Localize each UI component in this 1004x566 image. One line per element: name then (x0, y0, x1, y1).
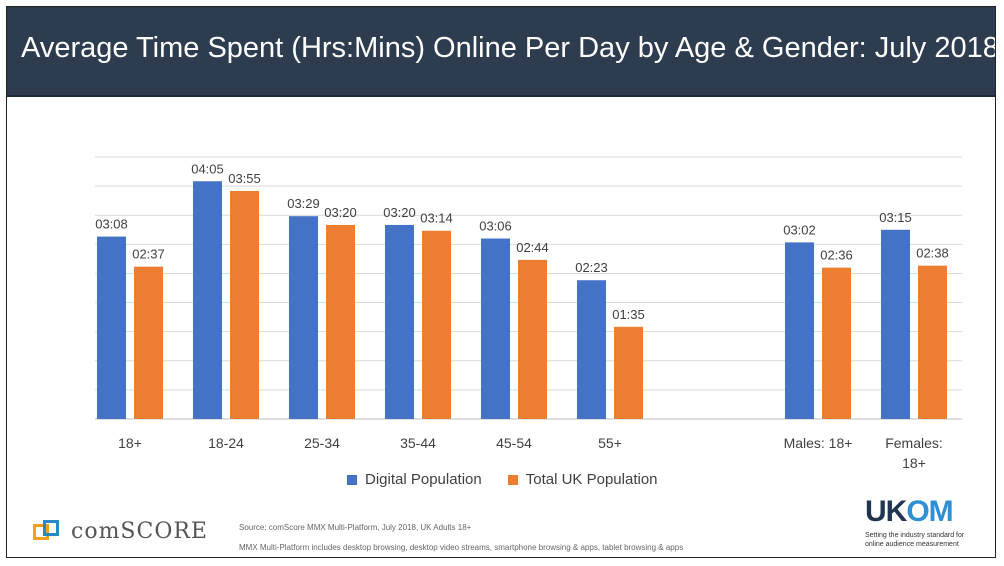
page-title: Average Time Spent (Hrs:Mins) Online Per… (21, 32, 996, 64)
data-label-digital-4: 03:06 (479, 219, 512, 234)
bar-digital-0[interactable] (97, 236, 126, 419)
data-label-digital-3: 03:20 (383, 205, 416, 220)
methodology-note: MMX Multi-Platform includes desktop brow… (239, 543, 684, 552)
comscore-logo: comSCORE (33, 519, 208, 544)
comscore-logo-icon (33, 519, 63, 544)
bar-total-1[interactable] (230, 190, 259, 419)
bar-total-6[interactable] (822, 267, 851, 419)
title-bar: Average Time Spent (Hrs:Mins) Online Per… (7, 7, 995, 97)
bar-digital-2[interactable] (289, 216, 318, 419)
bar-total-2[interactable] (326, 224, 355, 419)
bar-digital-4[interactable] (481, 238, 510, 419)
data-label-total-7: 02:38 (916, 246, 949, 261)
data-label-total-2: 03:20 (324, 205, 357, 220)
data-label-total-6: 02:36 (820, 248, 853, 263)
category-label-7: Females: (885, 435, 943, 451)
ukom-tagline: Setting the industry standard for online… (865, 532, 965, 548)
legend-swatch-digital (347, 474, 357, 485)
data-label-total-3: 03:14 (420, 211, 453, 226)
data-label-total-5: 01:35 (612, 307, 645, 322)
data-label-total-0: 02:37 (132, 247, 165, 262)
data-label-digital-5: 02:23 (575, 260, 608, 275)
bar-total-7[interactable] (918, 265, 947, 419)
ukom-logo: UKOM Setting the industry standard for o… (865, 497, 985, 549)
category-label-4: 45-54 (496, 435, 532, 451)
chart-legend: Digital Population Total UK Population (347, 471, 658, 488)
bar-digital-3[interactable] (385, 224, 414, 419)
category-label-3: 35-44 (400, 435, 436, 451)
category-label-5: 55+ (598, 435, 622, 451)
bar-total-3[interactable] (422, 230, 451, 419)
comscore-logo-text: comSCORE (71, 519, 208, 544)
data-label-digital-0: 03:08 (95, 217, 128, 232)
category-label-6: Males: 18+ (784, 435, 853, 451)
bar-total-5[interactable] (614, 326, 643, 419)
legend-item-total[interactable]: Total UK Population (507, 471, 658, 488)
slide-frame: Average Time Spent (Hrs:Mins) Online Per… (6, 6, 996, 558)
ukom-logo-text: UKOM (865, 495, 954, 528)
bar-digital-5[interactable] (577, 280, 606, 419)
data-label-digital-1: 04:05 (191, 161, 224, 176)
data-label-total-1: 03:55 (228, 171, 261, 186)
legend-swatch-total (507, 474, 518, 485)
legend-item-digital[interactable]: Digital Population (347, 471, 482, 488)
bar-digital-7[interactable] (881, 229, 910, 419)
category-label-0: 18+ (118, 435, 142, 451)
bar-digital-1[interactable] (193, 181, 222, 419)
data-label-digital-6: 03:02 (783, 222, 816, 237)
data-label-digital-2: 03:29 (287, 196, 320, 211)
bar-chart: 03:08 02:37 18+ 04:05 03:55 18-24 03:29 03:20 25… (95, 156, 962, 471)
category-label-1: 18-24 (208, 435, 244, 451)
category-label-2: 25-34 (304, 435, 340, 451)
source-note: Source: comScore MMX Multi-Platform, Jul… (239, 523, 472, 532)
data-label-digital-7: 03:15 (879, 210, 912, 225)
bar-total-4[interactable] (518, 259, 547, 419)
legend-label-digital: Digital Population (365, 471, 482, 488)
bar-digital-6[interactable] (785, 242, 814, 419)
category-label-7: 18+ (902, 455, 926, 471)
data-label-total-4: 02:44 (516, 240, 549, 255)
legend-label-total: Total UK Population (525, 471, 658, 488)
bar-total-0[interactable] (134, 266, 163, 419)
